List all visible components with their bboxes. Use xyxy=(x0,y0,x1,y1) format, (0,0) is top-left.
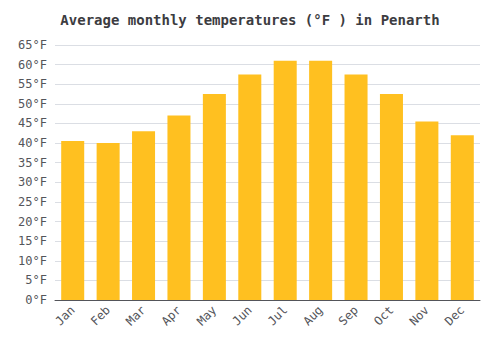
svg-text:May: May xyxy=(194,303,219,328)
svg-text:50°F: 50°F xyxy=(18,97,47,111)
svg-text:10°F: 10°F xyxy=(18,254,47,268)
svg-text:65°F: 65°F xyxy=(18,38,47,52)
svg-text:40°F: 40°F xyxy=(18,136,47,150)
svg-text:Feb: Feb xyxy=(88,303,113,328)
svg-text:Nov: Nov xyxy=(407,303,432,328)
svg-text:20°F: 20°F xyxy=(18,215,47,229)
svg-text:Jun: Jun xyxy=(230,303,255,328)
svg-text:Mar: Mar xyxy=(123,303,148,328)
svg-text:Average monthly temperatures (: Average monthly temperatures (°F ) in Pe… xyxy=(60,12,439,28)
svg-text:Jul: Jul xyxy=(265,303,290,328)
svg-text:35°F: 35°F xyxy=(18,156,47,170)
svg-text:30°F: 30°F xyxy=(18,175,47,189)
svg-text:Sep: Sep xyxy=(336,303,361,328)
svg-text:0°F: 0°F xyxy=(25,293,47,307)
svg-text:25°F: 25°F xyxy=(18,195,47,209)
svg-text:55°F: 55°F xyxy=(18,77,47,91)
svg-text:Apr: Apr xyxy=(159,303,184,328)
svg-text:Oct: Oct xyxy=(371,303,396,328)
svg-text:Dec: Dec xyxy=(442,303,467,328)
svg-text:60°F: 60°F xyxy=(18,58,47,72)
svg-text:Aug: Aug xyxy=(300,303,325,328)
svg-text:5°F: 5°F xyxy=(25,273,47,287)
svg-text:Jan: Jan xyxy=(52,303,77,328)
svg-text:45°F: 45°F xyxy=(18,116,47,130)
svg-text:15°F: 15°F xyxy=(18,234,47,248)
